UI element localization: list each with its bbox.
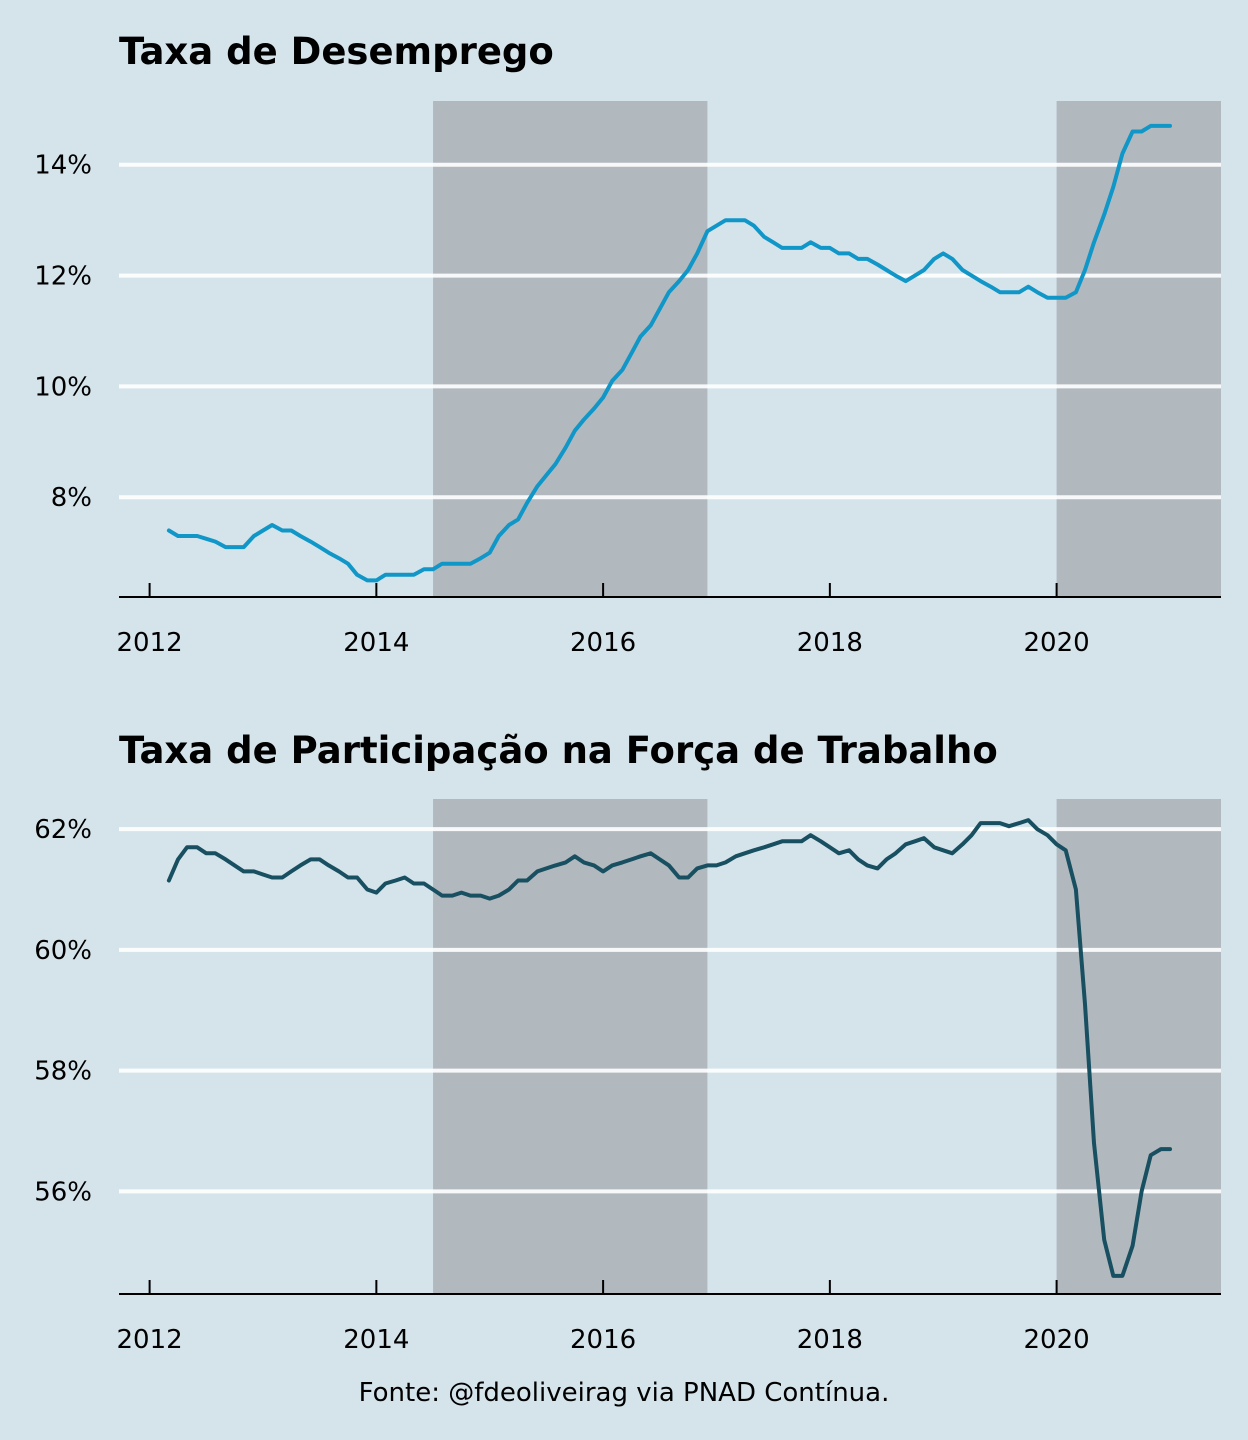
participation-series-line — [166, 818, 1172, 1278]
unemployment-shaded-period-1 — [433, 101, 708, 597]
participation-shaded-period-1 — [433, 799, 708, 1294]
source-caption: Fonte: @fdeoliveirag via PNAD Contínua. — [358, 1378, 890, 1408]
participation-chart: 56% 58% 60% 62% 2012 2014 2016 2018 2020 — [34, 799, 1221, 1355]
participation-x-tick-label: 2012 — [117, 1325, 183, 1355]
participation-y-tick-label: 62% — [34, 815, 92, 845]
unemployment-shaded-period-2 — [1056, 101, 1221, 597]
participation-y-tick-label: 56% — [34, 1177, 92, 1207]
participation-x-tick-label: 2016 — [570, 1325, 636, 1355]
unemployment-y-tick-label: 8% — [51, 483, 92, 513]
unemployment-y-tick-label: 14% — [34, 151, 92, 181]
participation-x-tick-label: 2014 — [343, 1325, 409, 1355]
unemployment-x-tick-label: 2016 — [570, 628, 636, 658]
unemployment-chart: 8% 10% 12% 14% 2012 2014 2016 2018 2020 — [34, 101, 1221, 658]
participation-x-tick-label: 2020 — [1024, 1325, 1090, 1355]
participation-y-tick-label: 58% — [34, 1057, 92, 1087]
participation-chart-title: Taxa de Participação na Força de Trabalh… — [119, 729, 998, 772]
participation-y-tick-label: 60% — [34, 936, 92, 966]
unemployment-x-tick-label: 2018 — [797, 628, 863, 658]
unemployment-y-tick-label: 12% — [34, 262, 92, 292]
unemployment-series-line — [166, 123, 1172, 583]
participation-x-tick-label: 2018 — [797, 1325, 863, 1355]
unemployment-chart-title: Taxa de Desemprego — [119, 30, 554, 73]
unemployment-x-tick-label: 2012 — [117, 628, 183, 658]
unemployment-x-tick-label: 2020 — [1024, 628, 1090, 658]
unemployment-x-tick-label: 2014 — [343, 628, 409, 658]
unemployment-y-tick-label: 10% — [34, 372, 92, 402]
